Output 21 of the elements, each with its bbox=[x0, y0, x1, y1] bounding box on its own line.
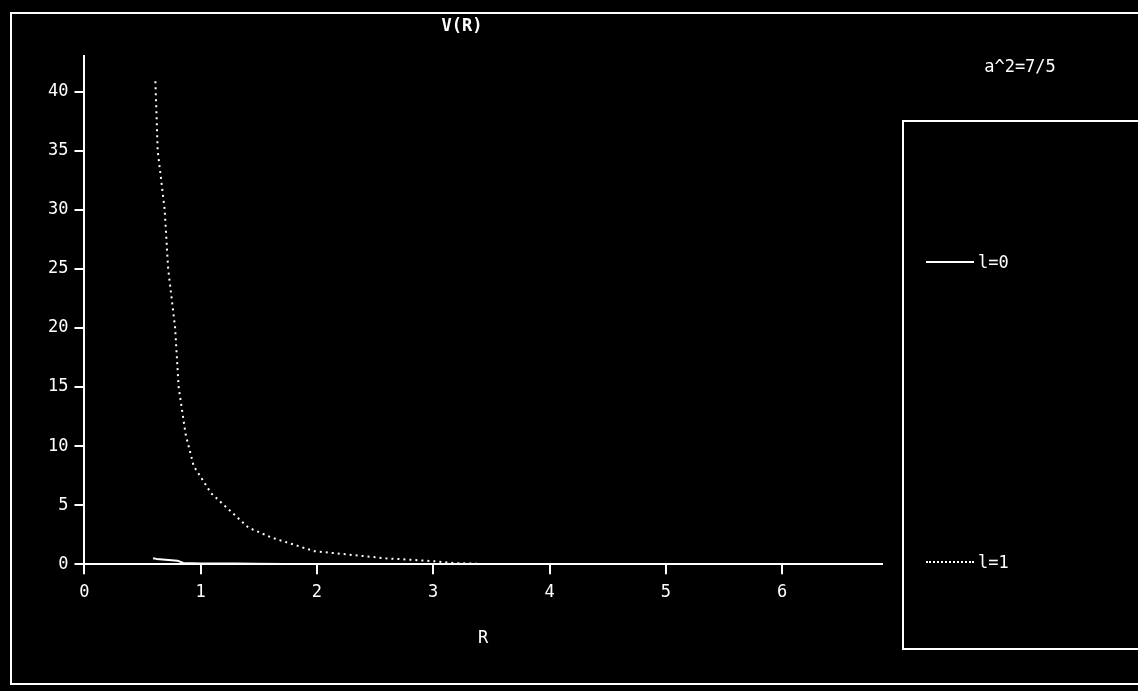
x-tick-label: 4 bbox=[544, 580, 555, 601]
y-tick-label: 5 bbox=[58, 493, 69, 514]
y-tick-label: 20 bbox=[47, 316, 69, 337]
x-tick-label: 0 bbox=[79, 580, 90, 601]
y-tick-label: 35 bbox=[47, 139, 69, 160]
x-axis-title: R bbox=[478, 627, 490, 648]
chart-title: V(R) bbox=[441, 14, 483, 35]
y-tick-label: 40 bbox=[47, 80, 69, 101]
y-tick-label: 25 bbox=[47, 257, 69, 278]
x-tick-label: 6 bbox=[776, 580, 788, 601]
legend-label: l=1 bbox=[978, 552, 1009, 572]
x-tick-label: 1 bbox=[195, 580, 206, 601]
x-tick-label: 3 bbox=[428, 580, 439, 601]
y-tick-label: 0 bbox=[58, 552, 69, 573]
x-tick-label: 2 bbox=[311, 580, 323, 601]
y-tick-label: 30 bbox=[47, 198, 69, 219]
y-tick-label: 10 bbox=[47, 434, 69, 455]
x-tick-label: 5 bbox=[660, 580, 671, 601]
legend-label: l=0 bbox=[978, 252, 1009, 272]
legend-title: a^2=7/5 bbox=[983, 56, 1057, 76]
y-tick-label: 15 bbox=[47, 375, 69, 396]
